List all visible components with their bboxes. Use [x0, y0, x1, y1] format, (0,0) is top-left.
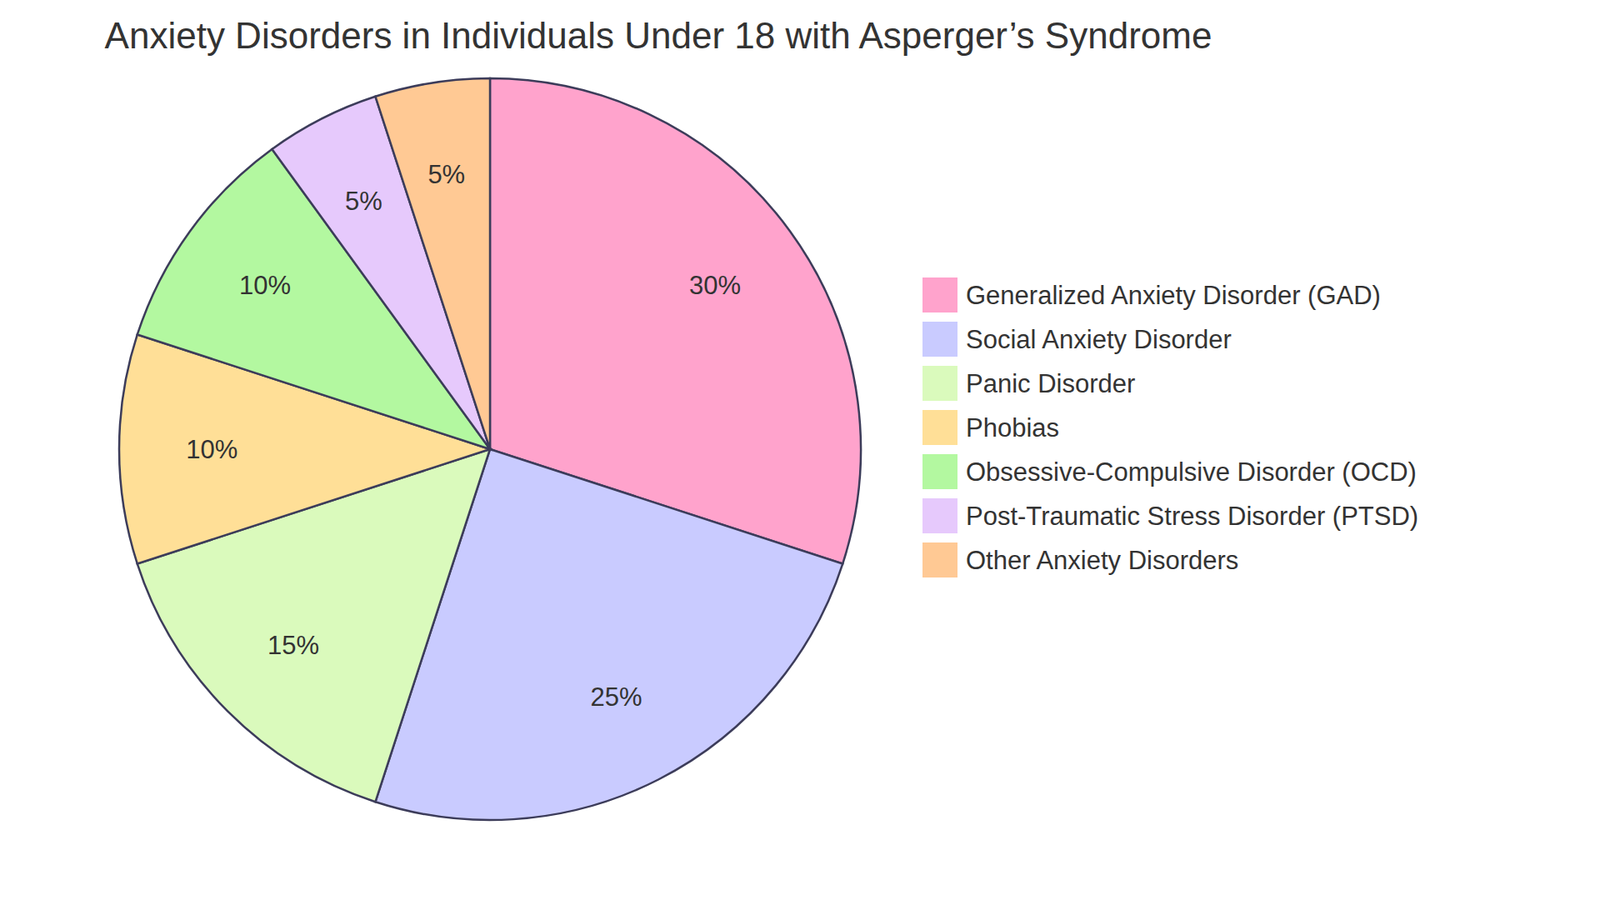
legend-item: Generalized Anxiety Disorder (GAD)	[921, 276, 1381, 314]
legend-swatch	[921, 497, 959, 535]
legend-swatch	[921, 409, 959, 446]
data-labels: 30% 25% 15% 10% 10% 5% 5%	[185, 160, 741, 712]
legend-label: Panic Disorder	[965, 369, 1135, 399]
legend-swatch	[921, 541, 959, 579]
pie	[119, 78, 861, 820]
data-label: 30%	[689, 270, 741, 300]
legend-label: Phobias	[965, 413, 1060, 443]
legend-label: Other Anxiety Disorders	[965, 545, 1239, 575]
legend-item: Other Anxiety Disorders	[921, 541, 1239, 579]
legend-label: Social Anxiety Disorder	[965, 325, 1232, 355]
data-label: 10%	[239, 270, 291, 300]
data-label: 5%	[345, 186, 383, 216]
legend-swatch	[921, 320, 959, 358]
legend-label: Post-Traumatic Stress Disorder (PTSD)	[965, 501, 1419, 531]
legend-item: Post-Traumatic Stress Disorder (PTSD)	[921, 497, 1419, 535]
legend-item: Phobias	[921, 409, 1060, 446]
legend-item: Obsessive-Compulsive Disorder (OCD)	[921, 453, 1417, 490]
legend-swatch	[921, 365, 959, 402]
data-label: 10%	[185, 435, 238, 465]
legend-item: Social Anxiety Disorder	[921, 320, 1232, 358]
data-label: 25%	[590, 682, 642, 712]
title: Anxiety Disorders in Individuals Under 1…	[105, 15, 1213, 56]
legend-swatch	[921, 453, 959, 490]
legend-item: Panic Disorder	[921, 365, 1135, 402]
legend: Generalized Anxiety Disorder (GAD) Social…	[921, 276, 1419, 579]
data-label: 15%	[267, 630, 320, 660]
legend-swatch	[921, 276, 959, 314]
legend-label: Generalized Anxiety Disorder (GAD)	[965, 280, 1381, 310]
chart: Anxiety Disorders in Individuals Under 1…	[0, 0, 1600, 900]
legend-label: Obsessive-Compulsive Disorder (OCD)	[965, 457, 1417, 487]
slice	[375, 78, 490, 450]
data-label: 5%	[427, 160, 465, 190]
